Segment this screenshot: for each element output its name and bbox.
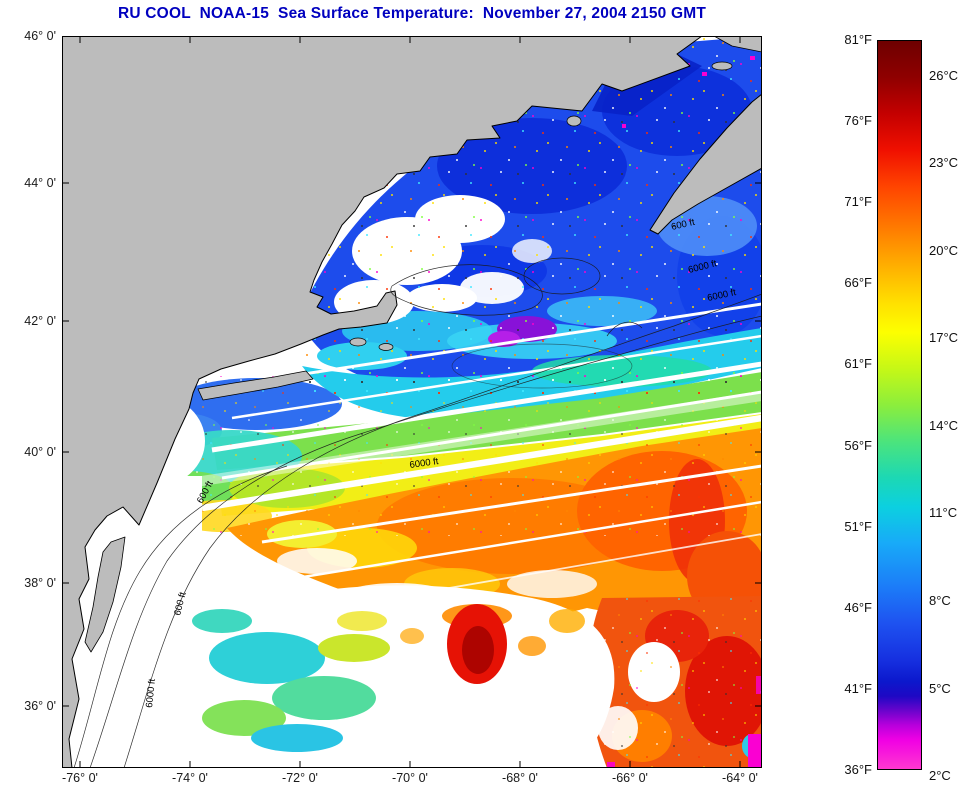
colorbar-f-label: 41°F — [844, 681, 872, 696]
grand-manan-island — [566, 115, 582, 127]
x-tick-label: -68° 0' — [502, 771, 538, 785]
nova-scotia — [649, 93, 762, 235]
x-tick-label: -72° 0' — [282, 771, 318, 785]
colorbar-c-label: 11°C — [929, 505, 958, 520]
scan-line-artifacts — [181, 302, 762, 611]
colorbar-f-label: 46°F — [844, 600, 872, 615]
colorbar-f-label: 61°F — [844, 356, 872, 371]
colorbar-f-label: 71°F — [844, 194, 872, 209]
colorbar-c-label: 26°C — [929, 68, 959, 83]
colorbar-f-label: 76°F — [844, 113, 872, 128]
colorbar-f-label: 81°F — [844, 32, 872, 47]
marthas-vineyard — [349, 337, 367, 347]
y-tick-label: 40° 0' — [24, 445, 56, 459]
colorbar-gradient — [877, 40, 922, 770]
colorbar-c-label: 23°C — [929, 155, 959, 170]
y-tick-label: 36° 0' — [24, 699, 56, 713]
x-tick-label: -74° 0' — [172, 771, 208, 785]
contour-label: 6000 ft — [409, 456, 440, 471]
x-tick-label: -66° 0' — [612, 771, 648, 785]
x-tick-label: -76° 0' — [62, 771, 98, 785]
island — [711, 61, 733, 71]
colorbar-c-label: 5°C — [929, 681, 951, 696]
colorbar-f-label: 36°F — [844, 762, 872, 777]
contour-label: 600 ft — [670, 217, 696, 233]
nantucket — [378, 343, 394, 351]
bathymetry-contours — [73, 257, 762, 768]
contour-label: 6000 ft — [144, 678, 158, 708]
prince-edward-island — [713, 36, 762, 53]
colorbar-f-label: 56°F — [844, 438, 872, 453]
sst-map-image: 6000 ft 600 ft 600 ft 6000 ft 600 ft 600… — [62, 36, 762, 768]
y-tick-label: 44° 0' — [24, 176, 56, 190]
y-tick-label: 46° 0' — [24, 29, 56, 43]
mainland — [62, 36, 703, 768]
colorbar-c-label: 17°C — [929, 330, 959, 345]
colorbar-c-label: 8°C — [929, 593, 951, 608]
long-island — [197, 370, 314, 401]
map-frame — [62, 36, 762, 768]
colorbar-c-label: 14°C — [929, 418, 959, 433]
colorbar-f-label: 66°F — [844, 275, 872, 290]
colorbar-c-label: 20°C — [929, 243, 959, 258]
land — [62, 36, 762, 768]
x-tick-label: -70° 0' — [392, 771, 428, 785]
delmarva-peninsula — [84, 536, 126, 653]
figure-title: RU COOL NOAA-15 Sea Surface Temperature:… — [118, 5, 706, 22]
y-tick-label: 42° 0' — [24, 314, 56, 328]
colorbar-c-label: 2°C — [929, 768, 951, 783]
sst-patches-through-clouds — [192, 604, 585, 752]
colorbar-f-label: 51°F — [844, 519, 872, 534]
x-tick-label: -64° 0' — [722, 771, 758, 785]
y-tick-label: 38° 0' — [24, 576, 56, 590]
